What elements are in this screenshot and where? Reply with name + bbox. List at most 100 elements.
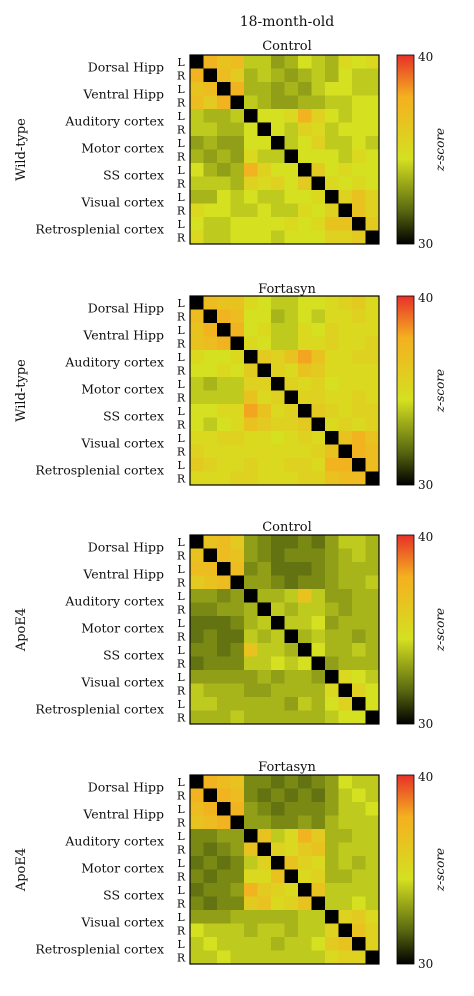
heatmap-cell (311, 68, 326, 83)
heatmap-cell (244, 55, 258, 69)
heatmap-cell (311, 788, 326, 803)
heatmap-cell (257, 629, 272, 644)
heatmap-cell (365, 937, 380, 951)
heatmap-cell (244, 697, 258, 711)
heatmap-cell (244, 950, 258, 965)
heatmap-cell (257, 710, 272, 725)
heatmap-cell (352, 656, 366, 671)
heatmap-cell (271, 363, 285, 378)
heatmap-cell (284, 683, 299, 698)
hemisphere-label: R (177, 392, 186, 405)
heatmap-cell (338, 444, 353, 459)
heatmap-cell (352, 602, 366, 617)
heatmap-cell (230, 670, 245, 684)
heatmap-cell (365, 82, 380, 96)
heatmap-cell (298, 643, 312, 657)
heatmap-cell (217, 883, 231, 897)
heatmap-cell (257, 217, 272, 231)
heatmap-panels: Control Dorsal Hipp Ventral Hipp Auditory c… (14, 39, 447, 971)
heatmap-cell (325, 458, 339, 472)
heatmap-cell (203, 176, 218, 191)
heatmap-cell (365, 602, 380, 617)
heatmap-cell (244, 377, 258, 391)
heatmap-cell (271, 217, 285, 231)
heatmap-cell (230, 710, 245, 725)
heatmap-cell (257, 802, 272, 816)
heatmap-cell (284, 710, 299, 725)
panel-title: Control (262, 39, 312, 54)
heatmap-cell (257, 842, 272, 857)
heatmap-cell (203, 390, 218, 405)
colorbar-max-label: 40 (418, 770, 433, 784)
heatmap-cell (325, 815, 339, 830)
heatmap-cell (217, 404, 231, 418)
heatmap-cell (203, 629, 218, 644)
heatmap-cell (244, 296, 258, 310)
heatmap-cell (298, 548, 312, 563)
heatmap-cell (271, 163, 285, 177)
heatmap-cell (352, 309, 366, 324)
colorbar-max-label: 40 (418, 50, 433, 64)
heatmap-cell (257, 910, 272, 924)
heatmap-cell (311, 575, 326, 590)
heatmap-cell (352, 404, 366, 418)
heatmap-cell (325, 602, 339, 617)
heatmap-cell (244, 431, 258, 445)
hemisphere-label: R (177, 232, 186, 245)
heatmap-cell (271, 190, 285, 204)
heatmap-cell (203, 296, 218, 310)
heatmap-cell (230, 602, 245, 617)
heatmap-cell (298, 336, 312, 351)
heatmap-cell (311, 350, 326, 364)
heatmap-cell (203, 377, 218, 391)
heatmap-cell (298, 815, 312, 830)
heatmap-cell (338, 458, 353, 472)
heatmap-cell (298, 575, 312, 590)
heatmap-cell (217, 923, 231, 938)
heatmap-cell (203, 842, 218, 857)
heatmap-cell (365, 296, 380, 310)
hemisphere-label: R (177, 70, 186, 83)
heatmap-cell (284, 535, 299, 549)
heatmap-cell (338, 390, 353, 405)
heatmap-cell (298, 471, 312, 486)
hemisphere-label: R (177, 790, 186, 803)
heatmap-cell (338, 176, 353, 191)
heatmap-cell (244, 82, 258, 96)
heatmap-cell (244, 458, 258, 472)
heatmap-cell (203, 535, 218, 549)
heatmap-cell (217, 390, 231, 405)
heatmap-cell (203, 883, 218, 897)
heatmap-cell (365, 683, 380, 698)
heatmap-cell (190, 163, 204, 177)
heatmap-cell (365, 548, 380, 563)
heatmap-cell (257, 856, 272, 870)
heatmap-cell (203, 336, 218, 351)
heatmap-cell (190, 950, 204, 965)
heatmap-cell (257, 377, 272, 391)
heatmap-cell (298, 350, 312, 364)
heatmap-cell (217, 82, 231, 96)
group-label: Wild-type (14, 359, 29, 422)
heatmap-cell (298, 656, 312, 671)
heatmap-cell (244, 149, 258, 164)
heatmap-cell (230, 616, 245, 630)
heatmap-panel-2: Fortasyn Dorsal Hipp Ventral Hipp Auditory … (14, 282, 447, 492)
heatmap-cell (190, 629, 204, 644)
heatmap-cell (298, 390, 312, 405)
heatmap-cell (325, 109, 339, 123)
heatmap-cell (365, 697, 380, 711)
heatmap-cell (217, 643, 231, 657)
heatmap-cell (325, 643, 339, 657)
heatmap-cell (311, 710, 326, 725)
hemisphere-label: L (177, 137, 185, 150)
heatmap-frame (189, 774, 380, 965)
heatmap-cell (365, 122, 380, 137)
heatmap-cell (217, 363, 231, 378)
heatmap-cell (217, 109, 231, 123)
heatmap-cell (338, 856, 353, 870)
heatmap-cell (365, 417, 380, 432)
heatmap-cell (203, 683, 218, 698)
heatmap-cell (217, 589, 231, 603)
heatmap-cell (217, 471, 231, 486)
